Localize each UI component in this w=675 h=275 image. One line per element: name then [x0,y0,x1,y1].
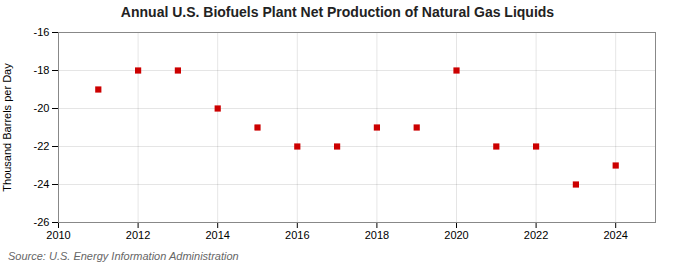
svg-text:2020: 2020 [444,229,468,241]
svg-text:-16: -16 [34,26,50,38]
svg-text:2012: 2012 [126,229,150,241]
svg-text:2024: 2024 [603,229,627,241]
svg-text:2010: 2010 [46,229,70,241]
html-text:Annual U.S. Biofuels Plant Net: Annual U.S. Biofuels Plant Net Productio… [120,4,555,20]
svg-text:Thousand Barrels per Day: Thousand Barrels per Day [1,63,13,192]
svg-text:-20: -20 [34,102,50,114]
svg-text:-22: -22 [34,140,50,152]
svg-text:2014: 2014 [205,229,229,241]
svg-text:-24: -24 [34,178,50,190]
svg-text:2016: 2016 [285,229,309,241]
svg-text:2018: 2018 [365,229,389,241]
html-text:Source: U.S. Energy Informatio: Source: U.S. Energy Information Administ… [8,250,239,262]
svg-text:2022: 2022 [524,229,548,241]
svg-text:-18: -18 [34,64,50,76]
svg-text:-26: -26 [34,216,50,228]
